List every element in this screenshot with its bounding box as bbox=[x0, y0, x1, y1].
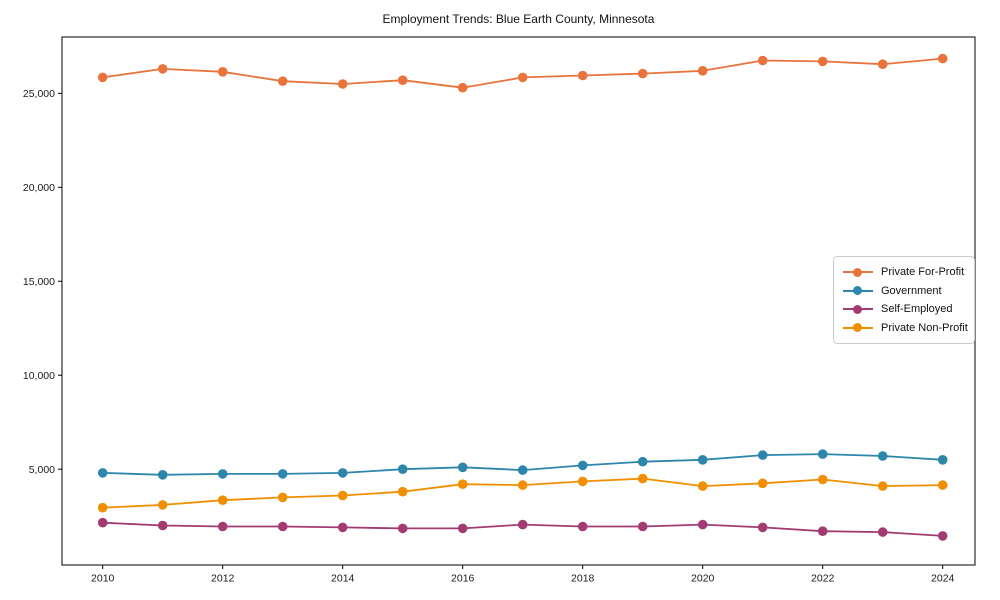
marker-government bbox=[277, 469, 288, 479]
marker-self-employed bbox=[937, 531, 948, 541]
marker-self-employed bbox=[277, 521, 288, 532]
marker-private-for-profit bbox=[817, 56, 828, 67]
marker-government bbox=[937, 455, 948, 465]
marker-private-non-profit bbox=[817, 474, 828, 485]
x-tick-label: 2016 bbox=[451, 573, 475, 585]
marker-private-non-profit bbox=[757, 478, 768, 489]
legend-line-marker bbox=[843, 267, 873, 277]
marker-government bbox=[577, 460, 588, 471]
marker-private-for-profit bbox=[97, 72, 108, 83]
y-tick-label: 25,000 bbox=[23, 88, 55, 100]
marker-private-non-profit bbox=[937, 480, 948, 490]
marker-government bbox=[517, 465, 528, 475]
legend-item-self-employed: Self-Employed bbox=[843, 301, 966, 317]
marker-private-for-profit bbox=[277, 76, 288, 86]
marker-private-for-profit bbox=[217, 67, 228, 77]
legend-item-private-for-profit: Private For-Profit bbox=[843, 264, 966, 280]
legend-label: Self-Employed bbox=[881, 303, 953, 316]
marker-private-for-profit bbox=[397, 75, 408, 85]
marker-private-for-profit bbox=[577, 70, 588, 81]
legend-label: Private For-Profit bbox=[881, 266, 965, 278]
marker-self-employed bbox=[637, 521, 648, 532]
marker-self-employed bbox=[157, 520, 168, 531]
legend-dot bbox=[853, 286, 862, 296]
marker-government bbox=[877, 451, 888, 461]
marker-private-for-profit bbox=[637, 68, 648, 79]
marker-self-employed bbox=[697, 519, 708, 530]
marker-government bbox=[157, 470, 168, 480]
marker-private-non-profit bbox=[877, 481, 888, 491]
marker-government bbox=[697, 455, 708, 465]
marker-private-non-profit bbox=[697, 481, 708, 491]
marker-private-for-profit bbox=[337, 79, 348, 89]
y-tick-label: 20,000 bbox=[23, 182, 55, 194]
marker-government bbox=[637, 456, 648, 467]
marker-private-for-profit bbox=[157, 64, 168, 74]
y-tick-label: 15,000 bbox=[23, 276, 55, 288]
legend-line-marker bbox=[843, 323, 873, 333]
marker-private-for-profit bbox=[757, 55, 768, 66]
marker-self-employed bbox=[877, 527, 888, 537]
marker-private-non-profit bbox=[457, 479, 468, 490]
marker-government bbox=[817, 449, 828, 459]
marker-self-employed bbox=[817, 526, 828, 536]
legend-line-marker bbox=[843, 304, 873, 314]
legend-item-government: Government bbox=[843, 283, 966, 299]
legend-dot bbox=[853, 323, 862, 333]
marker-government bbox=[457, 462, 468, 473]
marker-self-employed bbox=[337, 522, 348, 533]
x-tick-label: 2018 bbox=[571, 573, 595, 585]
plot-frame bbox=[61, 36, 976, 566]
marker-self-employed bbox=[97, 517, 108, 528]
marker-self-employed bbox=[517, 519, 528, 530]
legend-label: Government bbox=[881, 284, 942, 297]
marker-private-non-profit bbox=[277, 492, 288, 503]
marker-private-non-profit bbox=[517, 480, 528, 490]
marker-private-for-profit bbox=[517, 72, 528, 83]
marker-private-non-profit bbox=[97, 502, 108, 513]
x-tick-label: 2010 bbox=[91, 573, 115, 585]
marker-private-non-profit bbox=[397, 486, 408, 497]
x-tick-label: 2012 bbox=[211, 573, 235, 585]
x-tick-label: 2020 bbox=[691, 573, 715, 585]
legend-line-marker bbox=[843, 286, 873, 296]
legend-item-private-non-profit: Private Non-Profit bbox=[843, 320, 968, 336]
x-tick-label: 2022 bbox=[811, 573, 835, 585]
marker-private-for-profit bbox=[877, 59, 888, 69]
y-tick-label: 10,000 bbox=[23, 370, 55, 382]
legend-label: Private Non-Profit bbox=[881, 321, 968, 334]
marker-private-non-profit bbox=[577, 476, 588, 487]
marker-government bbox=[397, 464, 408, 475]
legend-dot bbox=[853, 304, 862, 314]
marker-private-non-profit bbox=[157, 500, 168, 510]
marker-private-non-profit bbox=[217, 495, 228, 506]
marker-government bbox=[97, 468, 108, 478]
legend: Private For-Profit Government Self-Emplo… bbox=[833, 256, 975, 344]
marker-self-employed bbox=[577, 521, 588, 532]
marker-self-employed bbox=[457, 523, 468, 534]
marker-self-employed bbox=[397, 523, 408, 534]
marker-private-for-profit bbox=[697, 66, 708, 76]
marker-self-employed bbox=[217, 521, 228, 532]
marker-private-for-profit bbox=[457, 82, 468, 93]
marker-government bbox=[757, 450, 768, 460]
marker-private-for-profit bbox=[937, 53, 948, 64]
marker-government bbox=[217, 469, 228, 479]
marker-government bbox=[337, 468, 348, 478]
marker-private-non-profit bbox=[337, 490, 348, 501]
marker-self-employed bbox=[757, 522, 768, 533]
y-tick-label: 5,000 bbox=[29, 464, 55, 476]
chart-title: Employment Trends: Blue Earth County, Mi… bbox=[382, 12, 655, 26]
marker-private-non-profit bbox=[637, 473, 648, 484]
x-tick-label: 2014 bbox=[331, 573, 355, 585]
x-tick-label: 2024 bbox=[931, 573, 955, 585]
legend-dot bbox=[853, 267, 862, 277]
